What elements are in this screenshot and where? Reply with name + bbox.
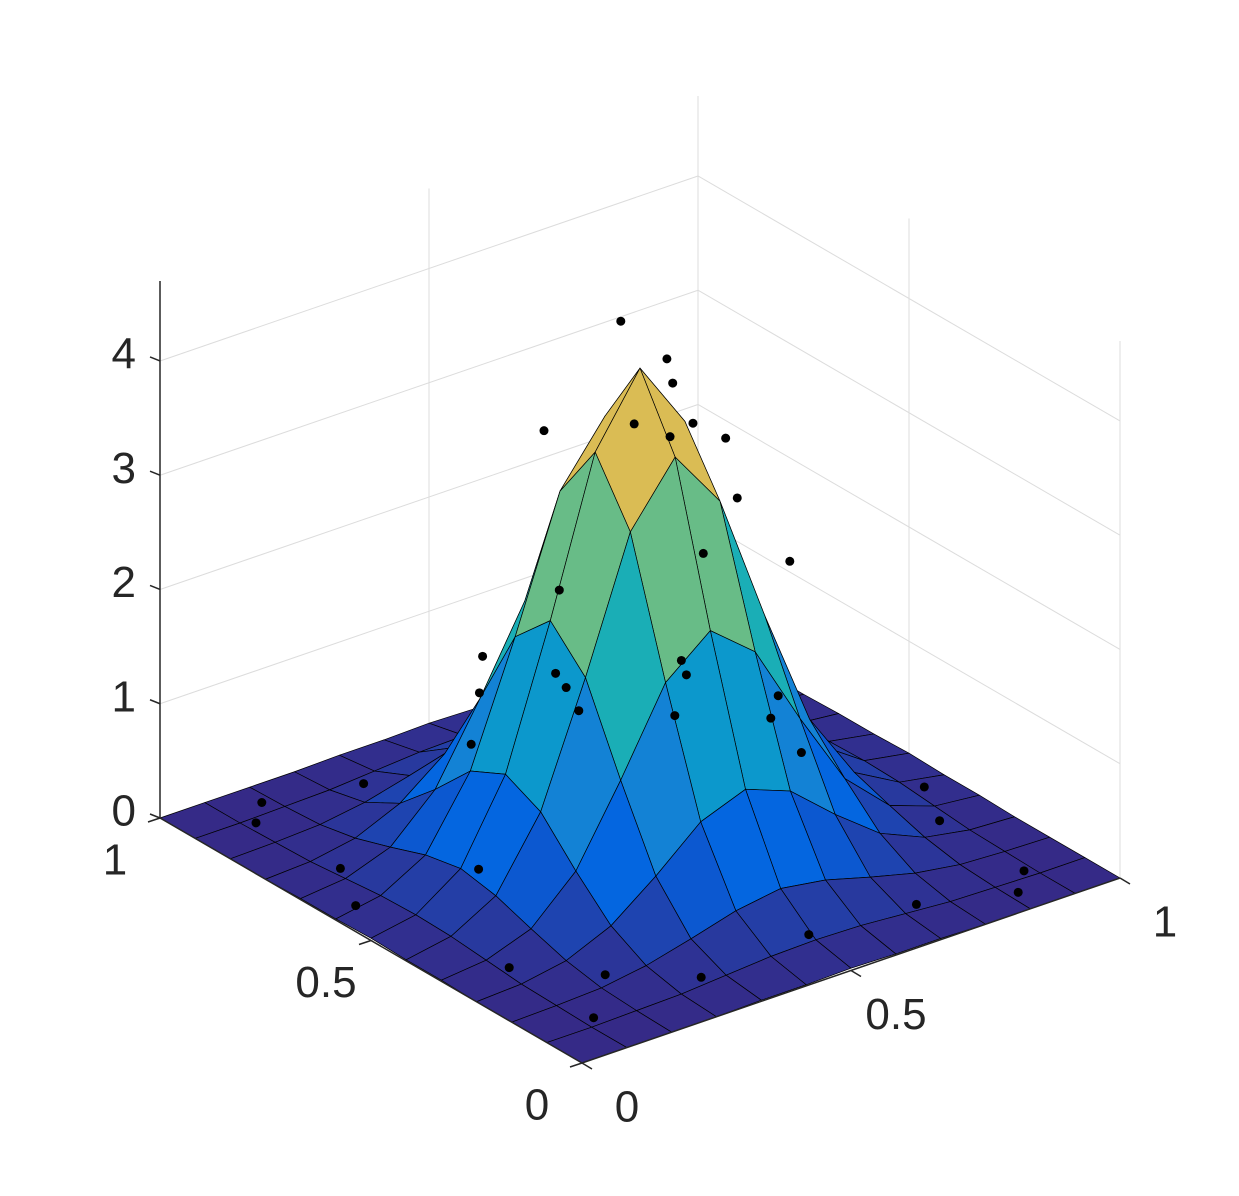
data-point <box>561 683 571 693</box>
x-tick <box>850 969 862 978</box>
data-point <box>359 779 369 789</box>
data-point <box>766 713 776 723</box>
data-point <box>698 548 708 558</box>
data-point <box>721 433 731 443</box>
y-tick <box>147 817 161 823</box>
z-tick <box>149 699 161 705</box>
data-point <box>474 864 484 874</box>
data-point <box>670 711 680 721</box>
data-point <box>688 418 698 428</box>
z-tick-label: 4 <box>112 330 136 379</box>
data-point <box>1013 887 1023 897</box>
data-point <box>504 963 514 973</box>
z-tick-label: 2 <box>112 558 136 607</box>
x-tick-label: 0.5 <box>865 990 926 1039</box>
data-point <box>662 354 672 364</box>
x-tick-label: 1 <box>1153 898 1177 947</box>
z-tick <box>149 470 161 476</box>
data-point <box>1019 866 1029 876</box>
y-tick-label: 1 <box>103 836 127 885</box>
data-point <box>335 863 345 873</box>
data-point <box>539 426 549 436</box>
z-tick-label: 1 <box>112 672 136 721</box>
data-point <box>574 706 584 716</box>
z-tick <box>149 584 161 591</box>
z-tick <box>149 356 161 362</box>
data-point <box>474 688 484 698</box>
data-point <box>773 691 783 701</box>
data-point <box>251 818 261 828</box>
z-tick-label: 0 <box>112 787 136 836</box>
data-point <box>629 419 639 429</box>
data-point <box>665 432 675 442</box>
data-point <box>478 651 488 661</box>
data-point <box>668 378 678 388</box>
x-tick-label: 0 <box>615 1083 639 1132</box>
data-point <box>554 585 564 595</box>
z-tick-label: 3 <box>112 444 136 493</box>
z-tick <box>149 813 161 819</box>
x-tick <box>581 1062 593 1070</box>
data-point <box>732 493 742 503</box>
data-point <box>600 970 610 980</box>
y-tick-label: 0 <box>525 1081 549 1130</box>
data-point <box>466 739 476 749</box>
data-point <box>676 655 686 665</box>
data-point <box>796 748 806 758</box>
y-tick <box>358 939 372 946</box>
data-point <box>257 798 267 807</box>
data-point <box>696 972 706 982</box>
data-point <box>589 1013 599 1023</box>
x-tick <box>1119 877 1131 885</box>
y-tick <box>569 1062 583 1068</box>
data-point <box>935 816 945 826</box>
data-point <box>551 668 561 678</box>
data-point <box>804 930 814 940</box>
data-point <box>616 316 626 326</box>
data-point <box>919 782 929 792</box>
y-tick-label: 0.5 <box>295 958 356 1007</box>
data-point <box>681 670 691 680</box>
data-point <box>785 556 795 566</box>
data-point <box>351 901 361 911</box>
data-point <box>911 899 921 909</box>
